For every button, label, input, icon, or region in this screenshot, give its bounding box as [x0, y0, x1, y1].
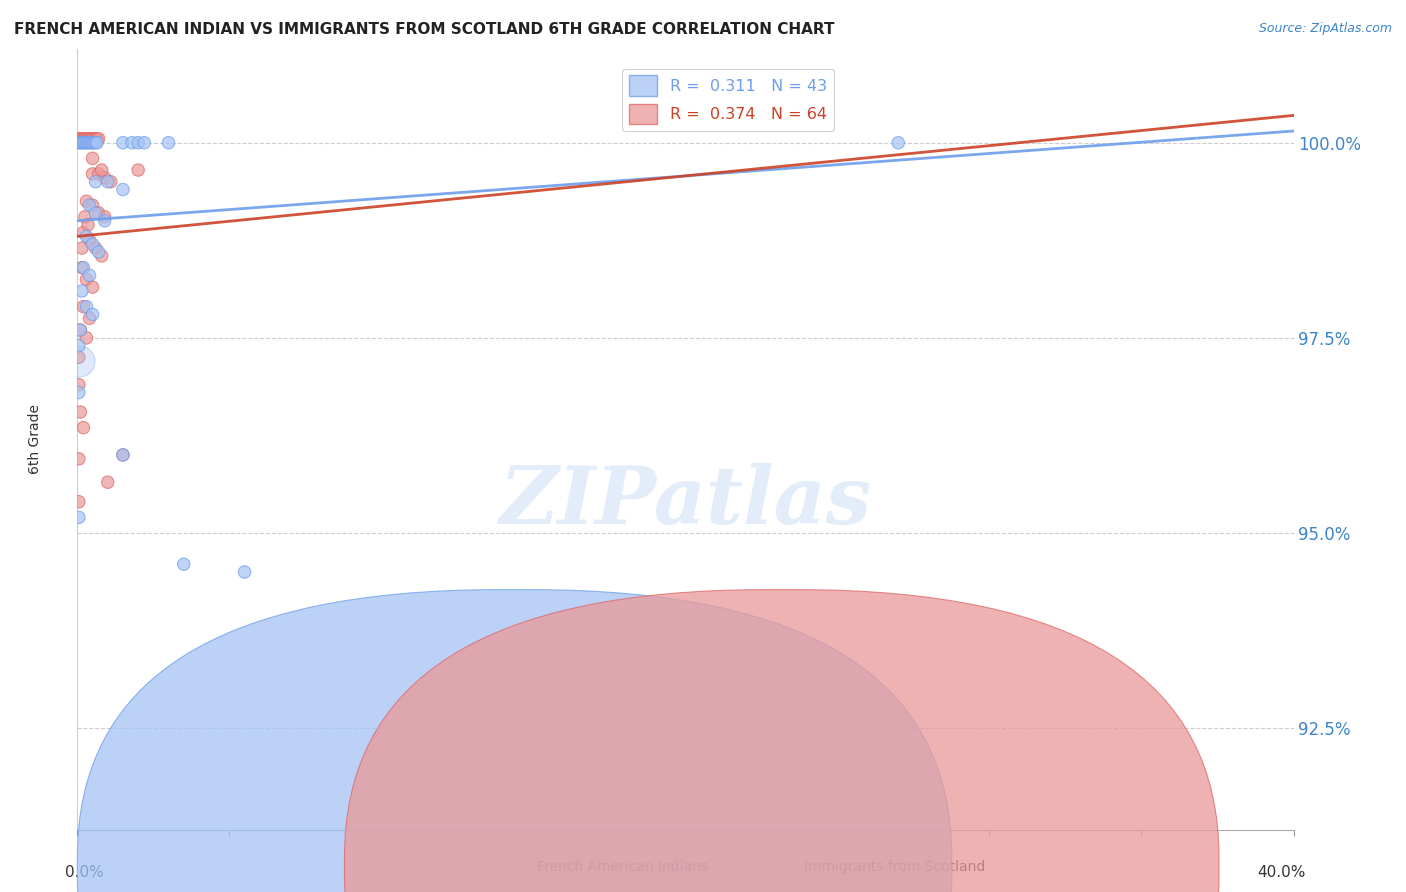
- Point: [84, 136, 107, 150]
- Point: [86, 132, 108, 146]
- Point: [82, 308, 104, 322]
- Point: [72, 132, 94, 146]
- Point: [75, 132, 97, 146]
- Point: [111, 182, 134, 196]
- Point: [67, 338, 90, 352]
- Point: [83, 136, 105, 150]
- Point: [70, 132, 93, 146]
- Point: [87, 245, 110, 260]
- Point: [82, 132, 104, 146]
- Point: [82, 136, 104, 150]
- Point: [83, 132, 105, 146]
- Point: [87, 167, 110, 181]
- Point: [69, 323, 91, 337]
- Point: [67, 385, 90, 400]
- Point: [73, 210, 96, 224]
- Point: [79, 311, 101, 326]
- Point: [173, 558, 195, 572]
- Point: [72, 420, 94, 434]
- Point: [67, 451, 90, 466]
- Point: [67, 377, 90, 392]
- Point: [82, 198, 104, 212]
- Point: [93, 170, 115, 185]
- Point: [75, 136, 97, 150]
- Point: [73, 136, 96, 150]
- Point: [69, 323, 91, 337]
- Point: [82, 151, 104, 165]
- Point: [82, 280, 104, 294]
- Point: [72, 260, 94, 275]
- Point: [73, 132, 96, 146]
- Point: [79, 132, 101, 146]
- Text: FRENCH AMERICAN INDIAN VS IMMIGRANTS FROM SCOTLAND 6TH GRADE CORRELATION CHART: FRENCH AMERICAN INDIAN VS IMMIGRANTS FRO…: [14, 22, 835, 37]
- Point: [75, 300, 97, 314]
- Text: ZIPatlas: ZIPatlas: [499, 463, 872, 541]
- Text: Source: ZipAtlas.com: Source: ZipAtlas.com: [1258, 22, 1392, 36]
- Text: 0.0%: 0.0%: [65, 864, 104, 880]
- Point: [69, 136, 91, 150]
- Point: [75, 331, 97, 345]
- Point: [111, 448, 134, 462]
- Point: [70, 241, 93, 255]
- Point: [67, 510, 90, 524]
- Point: [80, 136, 103, 150]
- Point: [97, 475, 120, 490]
- Point: [86, 136, 108, 150]
- Point: [90, 163, 112, 178]
- Point: [70, 260, 93, 275]
- Point: [72, 136, 94, 150]
- Point: [82, 237, 104, 252]
- Text: 40.0%: 40.0%: [1257, 864, 1306, 880]
- Point: [67, 494, 90, 508]
- Point: [69, 132, 91, 146]
- Point: [84, 206, 107, 220]
- Point: [77, 136, 100, 150]
- Point: [97, 175, 120, 189]
- Point: [72, 226, 94, 240]
- Point: [87, 132, 110, 146]
- Point: [111, 448, 134, 462]
- Point: [127, 163, 149, 178]
- Point: [72, 300, 94, 314]
- Text: French American Indians: French American Indians: [537, 860, 709, 874]
- Point: [93, 210, 115, 224]
- Point: [67, 132, 90, 146]
- Point: [67, 351, 90, 365]
- Point: [77, 218, 100, 232]
- Point: [79, 136, 101, 150]
- Point: [79, 233, 101, 247]
- Point: [79, 268, 101, 283]
- Point: [70, 284, 93, 298]
- Point: [121, 136, 143, 150]
- Point: [69, 405, 91, 419]
- Text: Immigrants from Scotland: Immigrants from Scotland: [804, 860, 986, 874]
- Text: 6th Grade: 6th Grade: [28, 404, 42, 475]
- Point: [87, 206, 110, 220]
- Point: [84, 175, 107, 189]
- Point: [75, 272, 97, 286]
- Point: [111, 136, 134, 150]
- Point: [157, 136, 180, 150]
- Point: [134, 136, 156, 150]
- Point: [233, 565, 256, 579]
- Point: [67, 354, 90, 368]
- Point: [75, 194, 97, 209]
- Point: [77, 132, 100, 146]
- Point: [84, 241, 107, 255]
- Point: [887, 136, 910, 150]
- Point: [100, 175, 122, 189]
- Point: [75, 229, 97, 244]
- Point: [79, 198, 101, 212]
- Point: [67, 136, 90, 150]
- Legend: R =  0.311   N = 43, R =  0.374   N = 64: R = 0.311 N = 43, R = 0.374 N = 64: [623, 69, 834, 130]
- Point: [84, 132, 107, 146]
- Point: [127, 136, 149, 150]
- Point: [70, 136, 93, 150]
- Point: [93, 214, 115, 228]
- Point: [90, 249, 112, 263]
- Point: [82, 167, 104, 181]
- Point: [80, 132, 103, 146]
